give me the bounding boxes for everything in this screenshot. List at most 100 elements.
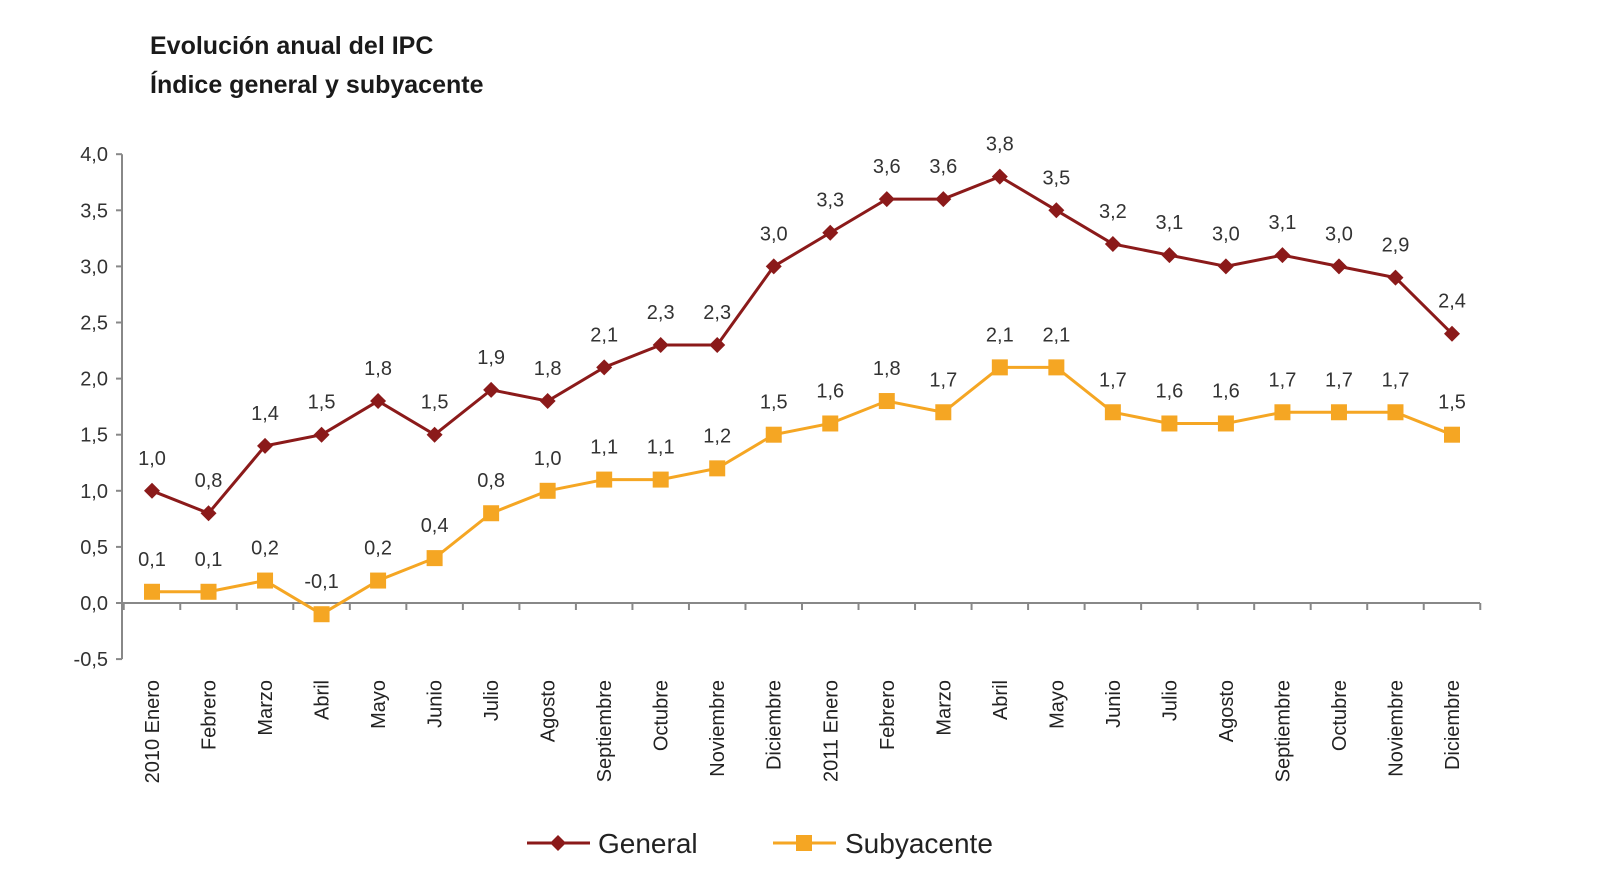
data-label: 3,1 (1269, 212, 1297, 234)
data-label: 0,1 (138, 549, 166, 571)
data-point (765, 258, 782, 275)
data-label: 3,5 (1042, 167, 1070, 189)
data-point (1444, 426, 1460, 443)
data-point (483, 381, 500, 398)
data-label: 3,8 (986, 134, 1014, 156)
data-label: 1,4 (251, 403, 279, 425)
x-tick-label: 2011 Enero (820, 680, 842, 782)
data-point (765, 426, 782, 443)
data-label: 3,2 (1099, 201, 1127, 223)
data-label: 0,8 (195, 470, 223, 492)
x-tick-label: Septiembre (594, 680, 616, 782)
data-label: 2,4 (1438, 291, 1466, 313)
data-point (822, 224, 839, 241)
data-label: 1,8 (364, 358, 392, 380)
x-tick-label: Septiembre (1272, 680, 1294, 782)
legend-label: General (598, 828, 698, 859)
data-label: 1,2 (703, 425, 731, 447)
data-point (144, 482, 160, 499)
y-tick-label: 4,0 (80, 144, 108, 166)
y-tick-label: 1,5 (80, 425, 108, 447)
data-point (935, 404, 952, 421)
x-tick-label: Noviembre (1385, 680, 1407, 777)
chart-subtitle: Índice general y subyacente (150, 71, 484, 99)
series-line-general (151, 174, 1454, 516)
data-point (313, 426, 330, 443)
data-label: 1,6 (1155, 380, 1183, 402)
x-tick-label: Agosto (538, 680, 560, 742)
data-point (1387, 404, 1404, 421)
data-label: 1,7 (1325, 369, 1353, 391)
data-label: 3,0 (1212, 223, 1240, 245)
x-tick-label: Julio (481, 680, 503, 721)
y-tick-label: 0,5 (80, 537, 108, 559)
y-tick-label: 2,5 (80, 313, 108, 335)
data-point (878, 393, 895, 410)
y-tick-label: -0,5 (74, 649, 108, 671)
data-point (200, 505, 217, 522)
data-point (1161, 415, 1178, 432)
data-point (370, 393, 387, 410)
data-label: -0,1 (304, 571, 338, 593)
data-point (709, 336, 726, 353)
x-tick-label: Julio (1159, 680, 1181, 721)
data-label: 1,6 (816, 380, 844, 402)
legend-item-general: General (527, 828, 698, 859)
data-point (426, 426, 443, 443)
x-tick-label: Agosto (1216, 680, 1238, 742)
x-tick-label: Abril (312, 680, 334, 720)
data-point (596, 359, 613, 376)
x-tick-label: Octubre (651, 680, 673, 751)
data-label: 2,3 (703, 302, 731, 324)
series-line-subyacente (152, 365, 1453, 616)
data-point (200, 583, 217, 600)
data-point (1048, 359, 1065, 376)
data-label: 1,8 (873, 358, 901, 380)
data-point (257, 572, 274, 589)
data-point (1387, 269, 1404, 286)
x-tick-label: Mayo (1046, 680, 1068, 729)
data-point (596, 471, 613, 488)
data-point (539, 482, 556, 499)
data-point (1104, 404, 1121, 421)
data-point (1104, 235, 1121, 252)
x-tick-label: Febrero (199, 680, 221, 750)
data-label: 1,7 (1382, 369, 1410, 391)
data-point (257, 437, 274, 454)
data-label: 3,6 (929, 156, 957, 178)
data-point (935, 191, 952, 208)
data-point (1274, 404, 1291, 421)
chart-title: Evolución anual del IPC (150, 32, 434, 60)
data-label: 1,5 (308, 392, 336, 414)
data-label: 1,7 (929, 369, 957, 391)
data-point (539, 393, 556, 410)
x-tick-label: Octubre (1329, 680, 1351, 751)
x-tick-label: Febrero (877, 680, 899, 750)
y-tick-label: 2,0 (80, 369, 108, 391)
x-tick-label: Diciembre (764, 680, 786, 770)
data-label: 3,6 (873, 156, 901, 178)
data-label: 1,0 (534, 448, 562, 470)
x-tick-label: Marzo (933, 680, 955, 736)
data-label: 2,9 (1382, 235, 1410, 257)
data-point (1274, 247, 1291, 264)
data-label: 2,1 (986, 324, 1014, 346)
data-label: 2,1 (590, 324, 618, 346)
data-label: 1,8 (534, 358, 562, 380)
data-label: 1,5 (760, 392, 788, 414)
data-label: 0,2 (364, 538, 392, 560)
data-label: 3,1 (1155, 212, 1183, 234)
data-label: 3,3 (816, 190, 844, 212)
data-point (483, 505, 500, 522)
data-label: 1,1 (590, 437, 618, 459)
data-point (1330, 404, 1347, 421)
data-label: 1,5 (1438, 392, 1466, 414)
data-point (1217, 415, 1234, 432)
x-tick-label: Diciembre (1442, 680, 1464, 770)
data-point (991, 168, 1008, 185)
data-point (313, 606, 330, 623)
x-tick-label: Marzo (255, 680, 277, 736)
data-label: 3,0 (760, 223, 788, 245)
data-point (426, 550, 443, 567)
data-label: 2,3 (647, 302, 675, 324)
